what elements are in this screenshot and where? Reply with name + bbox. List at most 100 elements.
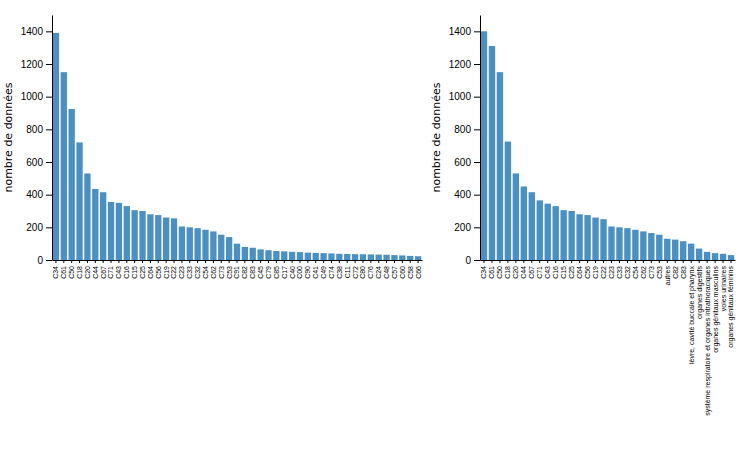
- x-tick: C85: [273, 260, 280, 279]
- x-tick-label: C19: [163, 266, 170, 279]
- x-tick-label: C22: [170, 266, 177, 279]
- bar: [704, 252, 710, 260]
- x-tick-label: C62: [210, 266, 217, 279]
- bar: [720, 254, 726, 260]
- bar: [537, 200, 543, 260]
- x-tick-mark: [603, 260, 604, 263]
- x-tick-mark: [307, 260, 308, 263]
- x-tick-mark: [418, 260, 419, 263]
- x-tick-label: C48: [383, 266, 390, 279]
- x-tick-mark: [715, 260, 716, 263]
- x-tick: C40: [289, 260, 296, 279]
- x-tick-label: C74: [328, 266, 335, 279]
- x-tick-mark: [531, 260, 532, 263]
- x-tick-mark: [331, 260, 332, 263]
- x-tick: C56: [155, 260, 162, 279]
- y-tick-mark: [474, 195, 480, 196]
- bar: [680, 241, 686, 260]
- x-tick: C54: [632, 260, 639, 279]
- x-tick: C57: [391, 260, 398, 279]
- y-tick: 1400: [449, 26, 480, 37]
- x-tick-mark: [587, 260, 588, 263]
- bar: [320, 253, 326, 260]
- x-tick-mark: [284, 260, 285, 263]
- x-tick-label: C11: [344, 266, 351, 278]
- x-tick-mark: [547, 260, 548, 263]
- x-tick: C74: [328, 260, 335, 279]
- bar: [210, 231, 216, 260]
- x-tick-mark: [515, 260, 516, 263]
- bar: [376, 255, 382, 260]
- x-tick-mark: [118, 260, 119, 263]
- bar: [391, 255, 397, 260]
- y-tick-mark: [46, 31, 52, 32]
- x-tick: C50: [68, 260, 75, 279]
- x-tick-label: C64: [147, 266, 154, 279]
- x-tick-mark: [260, 260, 261, 263]
- x-tick: C15: [131, 260, 138, 279]
- y-tick-mark: [46, 64, 52, 65]
- x-tick-mark: [731, 260, 732, 263]
- x-tick-label: C83: [680, 266, 687, 279]
- bar: [505, 142, 511, 260]
- x-tick: C64: [147, 260, 154, 279]
- y-tick-label: 200: [454, 222, 471, 233]
- y-tick-mark: [474, 227, 480, 228]
- bar: [336, 254, 342, 260]
- x-tick-mark: [134, 260, 135, 263]
- x-tick-label: C62: [640, 266, 647, 279]
- x-tick-mark: [142, 260, 143, 263]
- x-tick: C53: [656, 260, 663, 279]
- x-tick: C58: [407, 260, 414, 279]
- x-tick-label: C34: [52, 266, 59, 279]
- x-tick: C83: [680, 260, 687, 279]
- x-tick-mark: [355, 260, 356, 263]
- x-tick-label: C83: [249, 266, 256, 279]
- bar: [383, 255, 389, 260]
- x-tick-mark: [619, 260, 620, 263]
- x-tick-mark: [292, 260, 293, 263]
- x-tick-mark: [244, 260, 245, 263]
- y-tick-mark: [46, 97, 52, 98]
- y-tick-label: 200: [26, 222, 43, 233]
- x-tick-label: C60: [399, 266, 406, 279]
- x-tick-mark: [699, 260, 700, 263]
- y-axis: 0200400600800100012001400: [449, 16, 481, 266]
- bar: [640, 231, 646, 260]
- bar: [521, 187, 527, 261]
- x-tick-mark: [150, 260, 151, 263]
- bar: [273, 251, 279, 260]
- x-tick-label: voies urinaires: [719, 266, 726, 312]
- bar: [352, 254, 358, 260]
- bar: [281, 251, 287, 260]
- x-tick-label: C17: [281, 266, 288, 279]
- x-tick: C53: [226, 260, 233, 279]
- bar: [218, 235, 224, 260]
- x-axis-line: [481, 260, 736, 261]
- x-tick-label: C79: [265, 266, 272, 279]
- x-tick-mark: [221, 260, 222, 263]
- x-tick-mark: [111, 260, 112, 263]
- x-tick-mark: [410, 260, 411, 263]
- x-axis: C34C61C50C18C20C44C67C71C43C16C15C25C64C…: [52, 260, 422, 279]
- y-tick-mark: [474, 64, 480, 65]
- x-tick: C22: [170, 260, 177, 279]
- y-tick-label: 400: [26, 189, 43, 200]
- x-tick: C72: [352, 260, 359, 279]
- x-tick-label: C53: [226, 266, 233, 279]
- bar: [257, 249, 263, 260]
- bar: [368, 254, 374, 260]
- x-tick-mark: [555, 260, 556, 263]
- x-tick: organes digestifs: [696, 260, 704, 319]
- x-tick: C18: [504, 260, 511, 279]
- x-tick-mark: [126, 260, 127, 263]
- x-tick-mark: [181, 260, 182, 263]
- bar: [187, 227, 193, 260]
- x-tick-label: C32: [624, 266, 631, 279]
- bar: [139, 211, 145, 260]
- bar: [648, 233, 654, 260]
- x-tick-label: C80: [359, 266, 366, 279]
- x-tick: C50: [496, 260, 503, 279]
- x-tick-mark: [315, 260, 316, 263]
- x-tick: C25: [568, 260, 575, 279]
